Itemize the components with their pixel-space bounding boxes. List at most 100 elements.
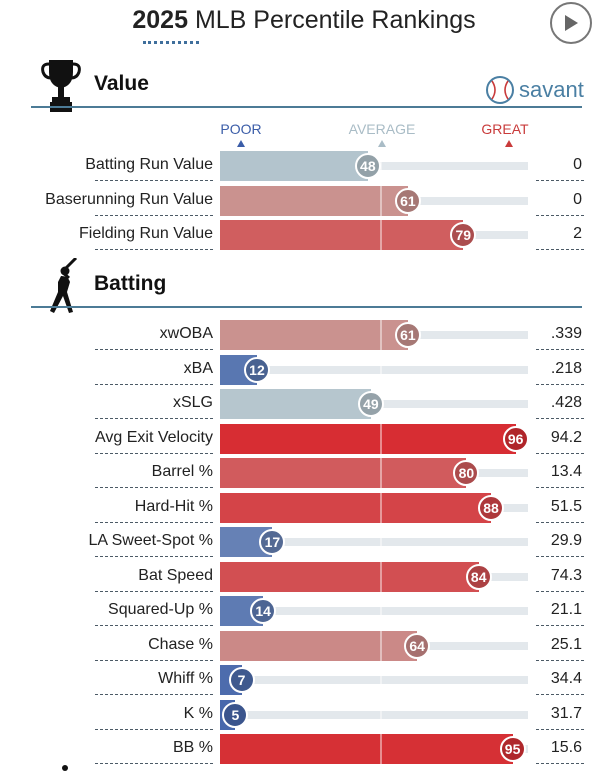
metric-row[interactable]: LA Sweet-Spot % 17 29.9 xyxy=(0,525,608,559)
metric-name: Bat Speed xyxy=(138,566,213,584)
metric-name-underline xyxy=(95,180,213,181)
metric-name: Hard-Hit % xyxy=(134,497,213,515)
average-line xyxy=(380,596,382,626)
percentile-bar xyxy=(220,423,516,454)
metric-name: xSLG xyxy=(172,394,213,411)
metric-row[interactable]: Avg Exit Velocity 96 94.2 xyxy=(0,422,608,456)
metric-row[interactable]: BB % 95 15.6 xyxy=(0,732,608,766)
metric-value: 2 xyxy=(573,225,582,242)
percentile-track xyxy=(220,607,528,615)
play-button[interactable] xyxy=(550,2,592,44)
metric-value: 31.7 xyxy=(550,704,582,722)
metric-name: K % xyxy=(183,704,213,722)
metric-row[interactable]: Baserunning Run Value 61 0 xyxy=(0,184,608,218)
metric-value-underline xyxy=(536,487,584,488)
metric-name-underline xyxy=(95,694,213,695)
percentile-badge: 49 xyxy=(357,391,384,417)
great-marker-icon xyxy=(505,140,513,147)
scale-label-average: AVERAGE xyxy=(348,121,416,137)
metric-value-underline xyxy=(536,590,584,592)
percentile-badge: 84 xyxy=(465,563,492,590)
average-line xyxy=(380,458,382,488)
metric-name: xwOBA xyxy=(159,325,213,342)
metric-name: xBA xyxy=(183,359,213,377)
metric-name-underline xyxy=(95,452,213,454)
section-rule-batting xyxy=(31,306,582,308)
scale-label-great: GREAT xyxy=(481,121,529,137)
metric-row[interactable]: Squared-Up % 14 21.1 xyxy=(0,594,608,628)
percentile-track xyxy=(220,365,528,374)
metric-value: 51.5 xyxy=(550,497,582,515)
metric-row[interactable]: Fielding Run Value 79 2 xyxy=(0,218,608,252)
metric-name: Whiff % xyxy=(158,670,213,687)
metric-row[interactable]: Barrel % 80 13.4 xyxy=(0,456,608,490)
metric-name: Avg Exit Velocity xyxy=(95,428,213,446)
percentile-badge: 48 xyxy=(354,153,381,179)
metric-name-underline xyxy=(95,763,213,764)
metric-name: Batting Run Value xyxy=(85,156,213,173)
metric-value-underline xyxy=(536,694,584,695)
average-line xyxy=(380,151,382,181)
metric-name-underline xyxy=(95,625,213,626)
poor-marker-icon xyxy=(237,140,245,147)
metric-row[interactable]: Chase % 64 25.1 xyxy=(0,629,608,663)
metric-name-underline xyxy=(95,487,213,488)
metric-row[interactable]: K % 5 31.7 xyxy=(0,698,608,732)
metric-value-underline xyxy=(536,383,584,385)
metric-row[interactable]: xwOBA 61 .339 xyxy=(0,318,608,352)
metric-row[interactable]: Hard-Hit % 88 51.5 xyxy=(0,491,608,525)
percentile-badge: 17 xyxy=(259,529,286,555)
percentile-bar xyxy=(220,734,513,764)
metric-row[interactable]: Batting Run Value 48 0 xyxy=(0,149,608,183)
metric-row[interactable]: xSLG 49 .428 xyxy=(0,387,608,421)
percentile-badge: 61 xyxy=(394,322,421,348)
page-title: 2025 MLB Percentile Rankings xyxy=(0,6,608,35)
metric-name-underline xyxy=(95,383,213,385)
metric-value: 13.4 xyxy=(550,463,582,480)
percentile-badge: 14 xyxy=(250,598,277,624)
savant-logo[interactable]: savant xyxy=(485,75,584,105)
section-title-batting: Batting xyxy=(94,272,167,295)
percentile-badge: 79 xyxy=(450,222,477,248)
metric-value: 25.1 xyxy=(550,635,582,653)
metric-value: 0 xyxy=(573,190,582,208)
metric-row[interactable]: Bat Speed 84 74.3 xyxy=(0,560,608,594)
metric-name: LA Sweet-Spot % xyxy=(88,532,213,549)
metric-value-underline xyxy=(536,763,584,764)
metric-value-underline xyxy=(536,659,584,661)
metric-row[interactable]: Whiff % 7 34.4 xyxy=(0,663,608,697)
metric-value-underline xyxy=(536,214,584,216)
metric-value-underline xyxy=(536,556,584,557)
metric-name: Squared-Up % xyxy=(108,601,213,618)
metric-name-underline xyxy=(95,214,213,216)
metric-name: BB % xyxy=(172,739,213,756)
metric-value-underline xyxy=(536,728,584,730)
metric-value-underline xyxy=(536,452,584,454)
metric-name-underline xyxy=(95,349,213,350)
percentile-track xyxy=(220,676,528,684)
percentile-track xyxy=(220,538,528,546)
savant-label: savant xyxy=(519,77,584,102)
metric-value: 0 xyxy=(573,156,582,173)
section-header-batting: Batting xyxy=(40,258,582,313)
percentile-bar xyxy=(220,492,492,523)
metric-value: .218 xyxy=(550,359,582,377)
metric-value-underline xyxy=(536,180,584,181)
percentile-bar xyxy=(220,220,464,250)
percentile-badge: 12 xyxy=(243,356,270,383)
metric-value-underline xyxy=(536,625,584,626)
batter-icon xyxy=(50,258,78,313)
average-line xyxy=(380,630,382,661)
metric-name: Chase % xyxy=(148,635,213,653)
title-dotted-underline xyxy=(143,41,199,44)
metric-row[interactable]: xBA 12 .218 xyxy=(0,353,608,387)
percentile-bar xyxy=(220,320,408,350)
metric-value: 15.6 xyxy=(550,739,582,756)
section-rule-value xyxy=(31,106,582,108)
percentile-bar xyxy=(220,151,368,181)
average-marker-icon xyxy=(378,140,386,147)
metric-name-underline xyxy=(95,418,213,419)
percentile-bar xyxy=(220,630,418,661)
metric-name-underline xyxy=(95,659,213,661)
metric-value: .339 xyxy=(550,325,582,342)
